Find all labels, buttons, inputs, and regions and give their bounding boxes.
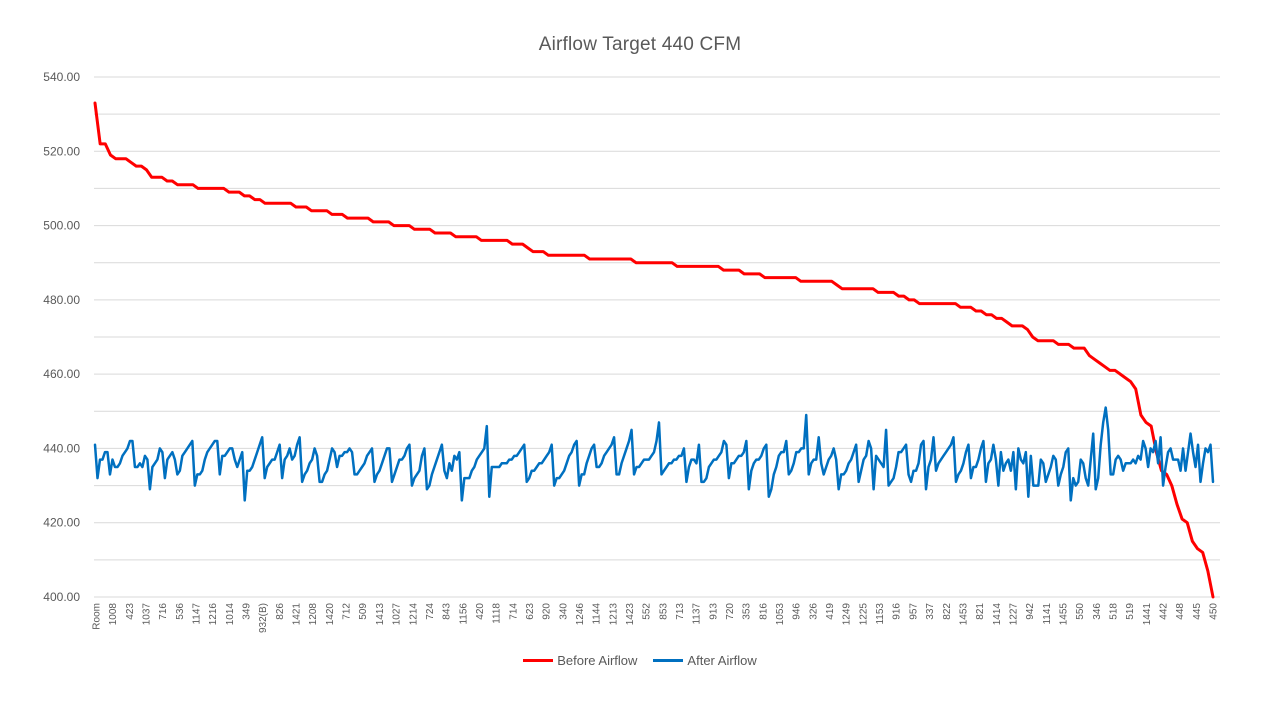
- x-tick-label: 423: [125, 603, 136, 620]
- y-tick-label: 480.00: [43, 293, 80, 307]
- x-tick-label: 1008: [108, 603, 119, 626]
- x-tick-label: 1441: [1142, 603, 1153, 626]
- x-tick-label: 1137: [692, 603, 703, 625]
- y-tick-label: 420.00: [43, 516, 80, 530]
- y-tick-label: 440.00: [43, 441, 80, 455]
- x-tick-label: 1147: [192, 603, 203, 625]
- x-tick-label: 445: [1192, 603, 1203, 620]
- x-tick-label: 623: [525, 603, 536, 620]
- x-tick-label: 346: [1092, 603, 1103, 620]
- x-tick-label: 1249: [842, 603, 853, 626]
- x-tick-label: 822: [942, 603, 953, 620]
- x-tick-label: 816: [758, 603, 769, 620]
- x-tick-label: 1213: [608, 603, 619, 626]
- x-tick-label: 337: [925, 603, 936, 620]
- x-tick-label: 536: [175, 603, 186, 620]
- series-lines: [93, 101, 1215, 599]
- x-tick-label: 920: [542, 603, 553, 620]
- x-tick-label: 712: [342, 603, 353, 620]
- x-tick-label: 1214: [408, 603, 419, 626]
- x-tick-label: 1227: [1008, 603, 1019, 626]
- x-tick-label: 713: [675, 603, 686, 620]
- x-tick-label: 326: [808, 603, 819, 620]
- x-tick-label: 957: [908, 603, 919, 620]
- x-tick-label: 509: [358, 603, 369, 620]
- y-tick-label: 500.00: [43, 219, 80, 233]
- legend-swatch: [523, 659, 554, 662]
- x-tick-label: 1413: [375, 603, 386, 626]
- x-tick-label: 724: [425, 603, 436, 620]
- x-tick-label: 714: [508, 603, 519, 620]
- legend: Before Airflow After Airflow: [0, 650, 1280, 668]
- y-tick-label: 400.00: [43, 590, 80, 604]
- x-tick-label: 716: [158, 603, 169, 620]
- x-tick-label: 1216: [208, 603, 219, 626]
- x-tick-label: 843: [442, 603, 453, 620]
- x-tick-label: 1423: [625, 603, 636, 626]
- x-tick-label: 1414: [992, 603, 1003, 626]
- legend-item: After Airflow: [653, 653, 757, 668]
- x-tick-label: 821: [975, 603, 986, 620]
- x-tick-label: 442: [1158, 603, 1169, 620]
- x-axis-tick-labels: Room 1008 423 1037 716 536 1147 1216 1014 349 932(…: [92, 603, 1220, 633]
- x-tick-label: 1014: [225, 603, 236, 626]
- y-tick-label: 460.00: [43, 367, 80, 381]
- legend-label: After Airflow: [687, 653, 757, 668]
- series-line-before-airflow: [93, 101, 1215, 599]
- x-tick-label: 519: [1125, 603, 1136, 620]
- x-tick-label: 720: [725, 603, 736, 620]
- x-tick-label: 552: [642, 603, 653, 620]
- x-tick-label: 1421: [292, 603, 303, 626]
- x-tick-label: 946: [792, 603, 803, 620]
- x-tick-label: 1141: [1042, 603, 1053, 625]
- x-tick-label: 550: [1075, 603, 1086, 620]
- series-line-after-airflow: [93, 406, 1215, 502]
- gridlines: [94, 76, 1220, 598]
- x-tick-label: 518: [1108, 603, 1119, 620]
- x-tick-label: 1246: [575, 603, 586, 626]
- x-tick-label: 420: [475, 603, 486, 620]
- legend-item: Before Airflow: [523, 653, 637, 668]
- x-tick-label: 853: [658, 603, 669, 620]
- x-tick-label: 1153: [875, 603, 886, 625]
- x-tick-label: 1118: [492, 603, 503, 624]
- x-tick-label: 1156: [458, 603, 469, 625]
- x-tick-label: 1225: [858, 603, 869, 626]
- y-tick-label: 520.00: [43, 144, 80, 158]
- x-tick-label: 1208: [308, 603, 319, 626]
- legend-swatch: [653, 659, 684, 662]
- x-tick-label: 942: [1025, 603, 1036, 620]
- legend-label: Before Airflow: [557, 653, 638, 668]
- x-tick-label: 1144: [592, 603, 603, 625]
- x-tick-label: 1027: [392, 603, 403, 626]
- x-tick-label: 826: [275, 603, 286, 620]
- x-tick-label: 450: [1209, 603, 1220, 620]
- chart-title: Airflow Target 440 CFM: [538, 34, 742, 55]
- x-tick-label: 349: [242, 603, 253, 620]
- y-axis-tick-labels: 400.00 420.00 440.00 460.00 480.00 500.00 520.…: [43, 70, 80, 604]
- x-tick-label: 1453: [958, 603, 969, 626]
- y-tick-label: 540.00: [43, 70, 80, 84]
- x-tick-label: 340: [558, 603, 569, 620]
- x-tick-label: 1037: [142, 603, 153, 626]
- x-tick-label: 916: [892, 603, 903, 620]
- x-tick-label: 913: [708, 603, 719, 620]
- x-tick-label: 353: [742, 603, 753, 620]
- x-tick-label: Room: [92, 603, 103, 630]
- x-tick-label: 1053: [775, 603, 786, 626]
- x-tick-label: 1420: [325, 603, 336, 626]
- x-tick-label: 419: [825, 603, 836, 620]
- x-tick-label: 448: [1175, 603, 1186, 620]
- x-tick-label: 1455: [1058, 603, 1069, 626]
- x-tick-label: 932(B): [258, 603, 269, 633]
